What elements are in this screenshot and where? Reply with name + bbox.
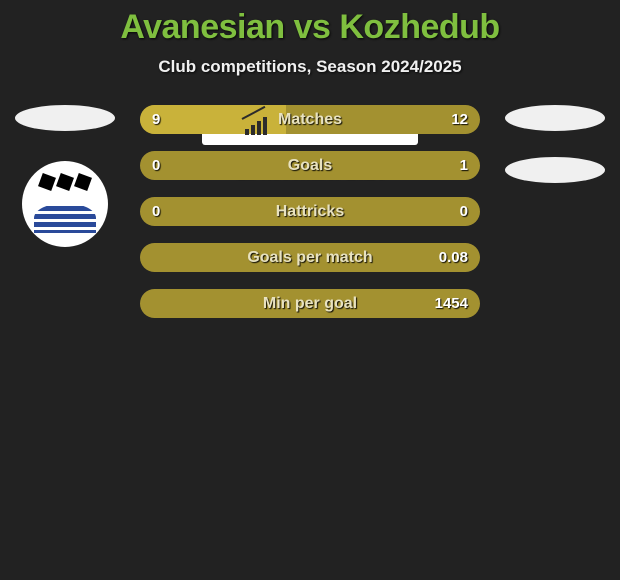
right-column xyxy=(500,105,610,183)
stat-bar: 912Matches xyxy=(140,105,480,134)
stat-bars: 912Matches 01Goals 00Hattricks 0.08Goals pe… xyxy=(140,105,480,318)
club-logo-left xyxy=(22,161,108,247)
stat-bar: 1454Min per goal xyxy=(140,289,480,318)
title-vs: vs xyxy=(294,8,331,46)
bar-label: Matches xyxy=(140,105,480,134)
page-title: Avanesian vs Kozhedub xyxy=(0,0,620,47)
bar-label: Goals per match xyxy=(140,243,480,272)
subtitle: Club competitions, Season 2024/2025 xyxy=(0,57,620,77)
title-player-right: Kozhedub xyxy=(339,8,499,46)
left-column xyxy=(10,105,120,247)
stat-bar: 0.08Goals per match xyxy=(140,243,480,272)
bar-label: Hattricks xyxy=(140,197,480,226)
stat-bar: 01Goals xyxy=(140,151,480,180)
player-right-oval-2 xyxy=(505,157,605,183)
chart-icon xyxy=(243,115,267,135)
bar-label: Goals xyxy=(140,151,480,180)
title-player-left: Avanesian xyxy=(120,8,284,46)
player-left-oval xyxy=(15,105,115,131)
stat-bar: 00Hattricks xyxy=(140,197,480,226)
player-right-oval-1 xyxy=(505,105,605,131)
bar-label: Min per goal xyxy=(140,289,480,318)
club-logo-stripes xyxy=(34,203,96,233)
comparison-infographic: Avanesian vs Kozhedub Club competitions,… xyxy=(0,0,620,580)
